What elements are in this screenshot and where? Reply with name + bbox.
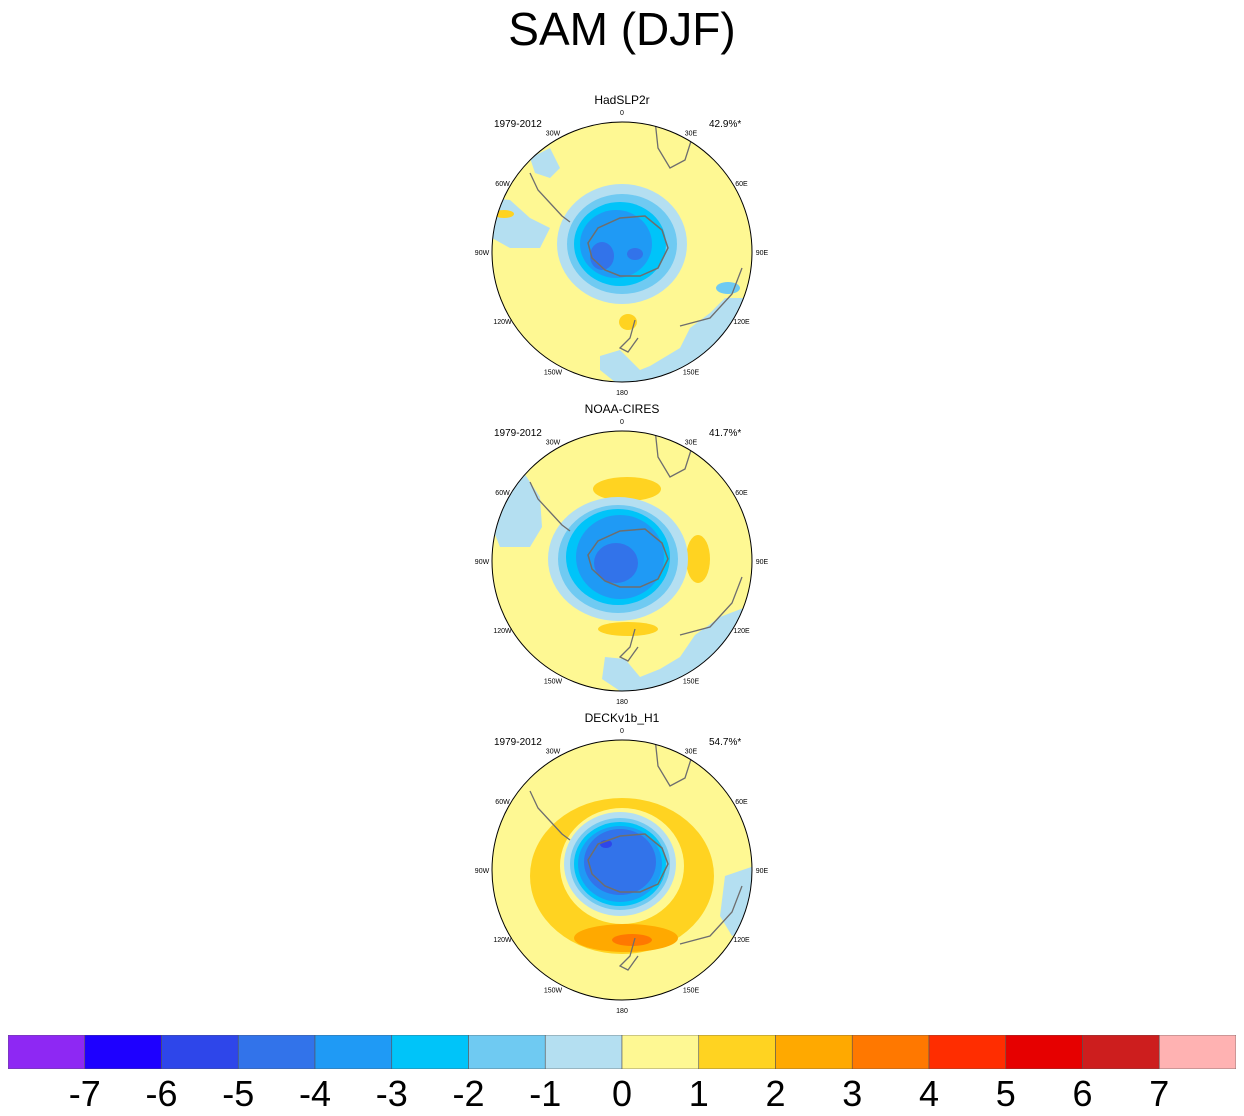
longitude-label: 30E (685, 131, 698, 138)
longitude-label: 150W (544, 679, 563, 686)
colorbar-label: 1 (688, 1073, 709, 1114)
longitude-label: 90W (475, 868, 490, 875)
longitude-label: 120W (493, 937, 512, 944)
panel-period: 1979-2012 (494, 428, 542, 439)
colorbar-label: 2 (765, 1073, 786, 1114)
panel-title: HadSLP2r (594, 93, 650, 107)
colorbar-swatch (314, 1035, 393, 1069)
colorbar-label: -4 (298, 1073, 331, 1114)
longitude-label: 120W (493, 628, 512, 635)
colorbar-swatch (1005, 1035, 1083, 1069)
colorbar-swatch (8, 1035, 86, 1069)
map-panel-hadslp2r: HadSLP2r 1979-2012 42.9%* 0 30E 60E 90E 120E… (470, 93, 774, 398)
longitude-label: 120W (493, 319, 512, 326)
colorbar-swatch (1082, 1035, 1160, 1069)
colorbar-swatch (1158, 1035, 1236, 1069)
colorbar-swatch (84, 1035, 162, 1069)
colorbar-label: -3 (375, 1073, 408, 1114)
longitude-label: 120E (733, 319, 750, 326)
longitude-label: 60E (735, 181, 748, 188)
colorbar-label: 6 (1072, 1073, 1093, 1114)
panel-title: DECKv1b_H1 (584, 711, 660, 725)
panel-variance: 42.9%* (709, 119, 742, 130)
colorbar-label: 3 (842, 1073, 863, 1114)
longitude-label: 30W (546, 131, 561, 138)
longitude-label: 90W (475, 559, 490, 566)
longitude-label: 0 (620, 728, 624, 735)
longitude-label: 90E (756, 868, 769, 875)
colorbar-swatch (161, 1035, 239, 1069)
colorbar-label: -6 (145, 1073, 178, 1114)
longitude-label: 60E (735, 490, 748, 497)
longitude-label: 60W (495, 799, 510, 806)
panel-period: 1979-2012 (494, 119, 542, 130)
colorbar-label: 0 (611, 1073, 633, 1114)
colorbar-swatch (698, 1035, 776, 1069)
longitude-label: 120E (733, 937, 750, 944)
longitude-label: 150W (544, 370, 563, 377)
panel-period: 1979-2012 (494, 737, 542, 748)
colorbar-label: -1 (529, 1073, 562, 1114)
polar-map: 0 30E 60E 90E 120E 150E 180 150W 120W 90W 60W 30W (475, 728, 769, 1015)
longitude-label: 90E (756, 559, 769, 566)
longitude-label: 60W (495, 490, 510, 497)
longitude-label: 30W (546, 749, 561, 756)
longitude-label: 150E (683, 370, 700, 377)
longitude-label: 150W (544, 988, 563, 995)
colorbar-swatch (851, 1035, 930, 1069)
longitude-label: 90E (756, 250, 769, 257)
figure-title: SAM (DJF) (508, 3, 736, 55)
map-panel-deckv1b-h1: DECKv1b_H1 1979-2012 54.7%* 0 30E 60E 90E 12… (470, 711, 774, 1016)
colorbar-label: -7 (68, 1073, 101, 1114)
map-panel-noaa-cires: NOAA-CIRES 1979-2012 41.7%* 0 30E 60E 90E 12… (470, 402, 774, 707)
colorbar-swatch (544, 1035, 623, 1069)
longitude-label: 180 (616, 390, 628, 397)
colorbar-swatch (621, 1035, 700, 1069)
panel-variance: 41.7%* (709, 428, 742, 439)
colorbar-swatch (237, 1035, 316, 1069)
panel-title: NOAA-CIRES (584, 402, 660, 416)
colorbar-swatch (928, 1035, 1007, 1069)
colorbar-label: 5 (995, 1073, 1016, 1114)
polar-map: 0 30E 60E 90E 120E 150E 180 150W 120W 90W 60W 30W (475, 419, 769, 706)
colorbar-swatch (775, 1035, 853, 1069)
longitude-label: 180 (616, 699, 628, 706)
longitude-label: 0 (620, 419, 624, 426)
colorbar-label: -5 (222, 1073, 255, 1114)
panel-variance: 54.7%* (709, 737, 742, 748)
colorbar-swatch (468, 1035, 546, 1069)
longitude-label: 30W (546, 440, 561, 447)
longitude-label: 120E (733, 628, 750, 635)
longitude-label: 60E (735, 799, 748, 806)
longitude-label: 30E (685, 749, 698, 756)
polar-map: 0 30E 60E 90E 120E 150E 180 150W 120W 90W 60W 30W (475, 110, 769, 397)
colorbar (8, 1035, 1236, 1069)
longitude-label: 150E (683, 988, 700, 995)
colorbar-label: -2 (452, 1073, 485, 1114)
longitude-label: 180 (616, 1008, 628, 1015)
colorbar-label: 4 (918, 1073, 940, 1114)
colorbar-label: 7 (1149, 1073, 1170, 1114)
longitude-label: 60W (495, 181, 510, 188)
colorbar-swatch (391, 1035, 469, 1069)
longitude-label: 90W (475, 250, 490, 257)
longitude-label: 30E (685, 440, 698, 447)
longitude-label: 0 (620, 110, 624, 117)
longitude-label: 150E (683, 679, 700, 686)
